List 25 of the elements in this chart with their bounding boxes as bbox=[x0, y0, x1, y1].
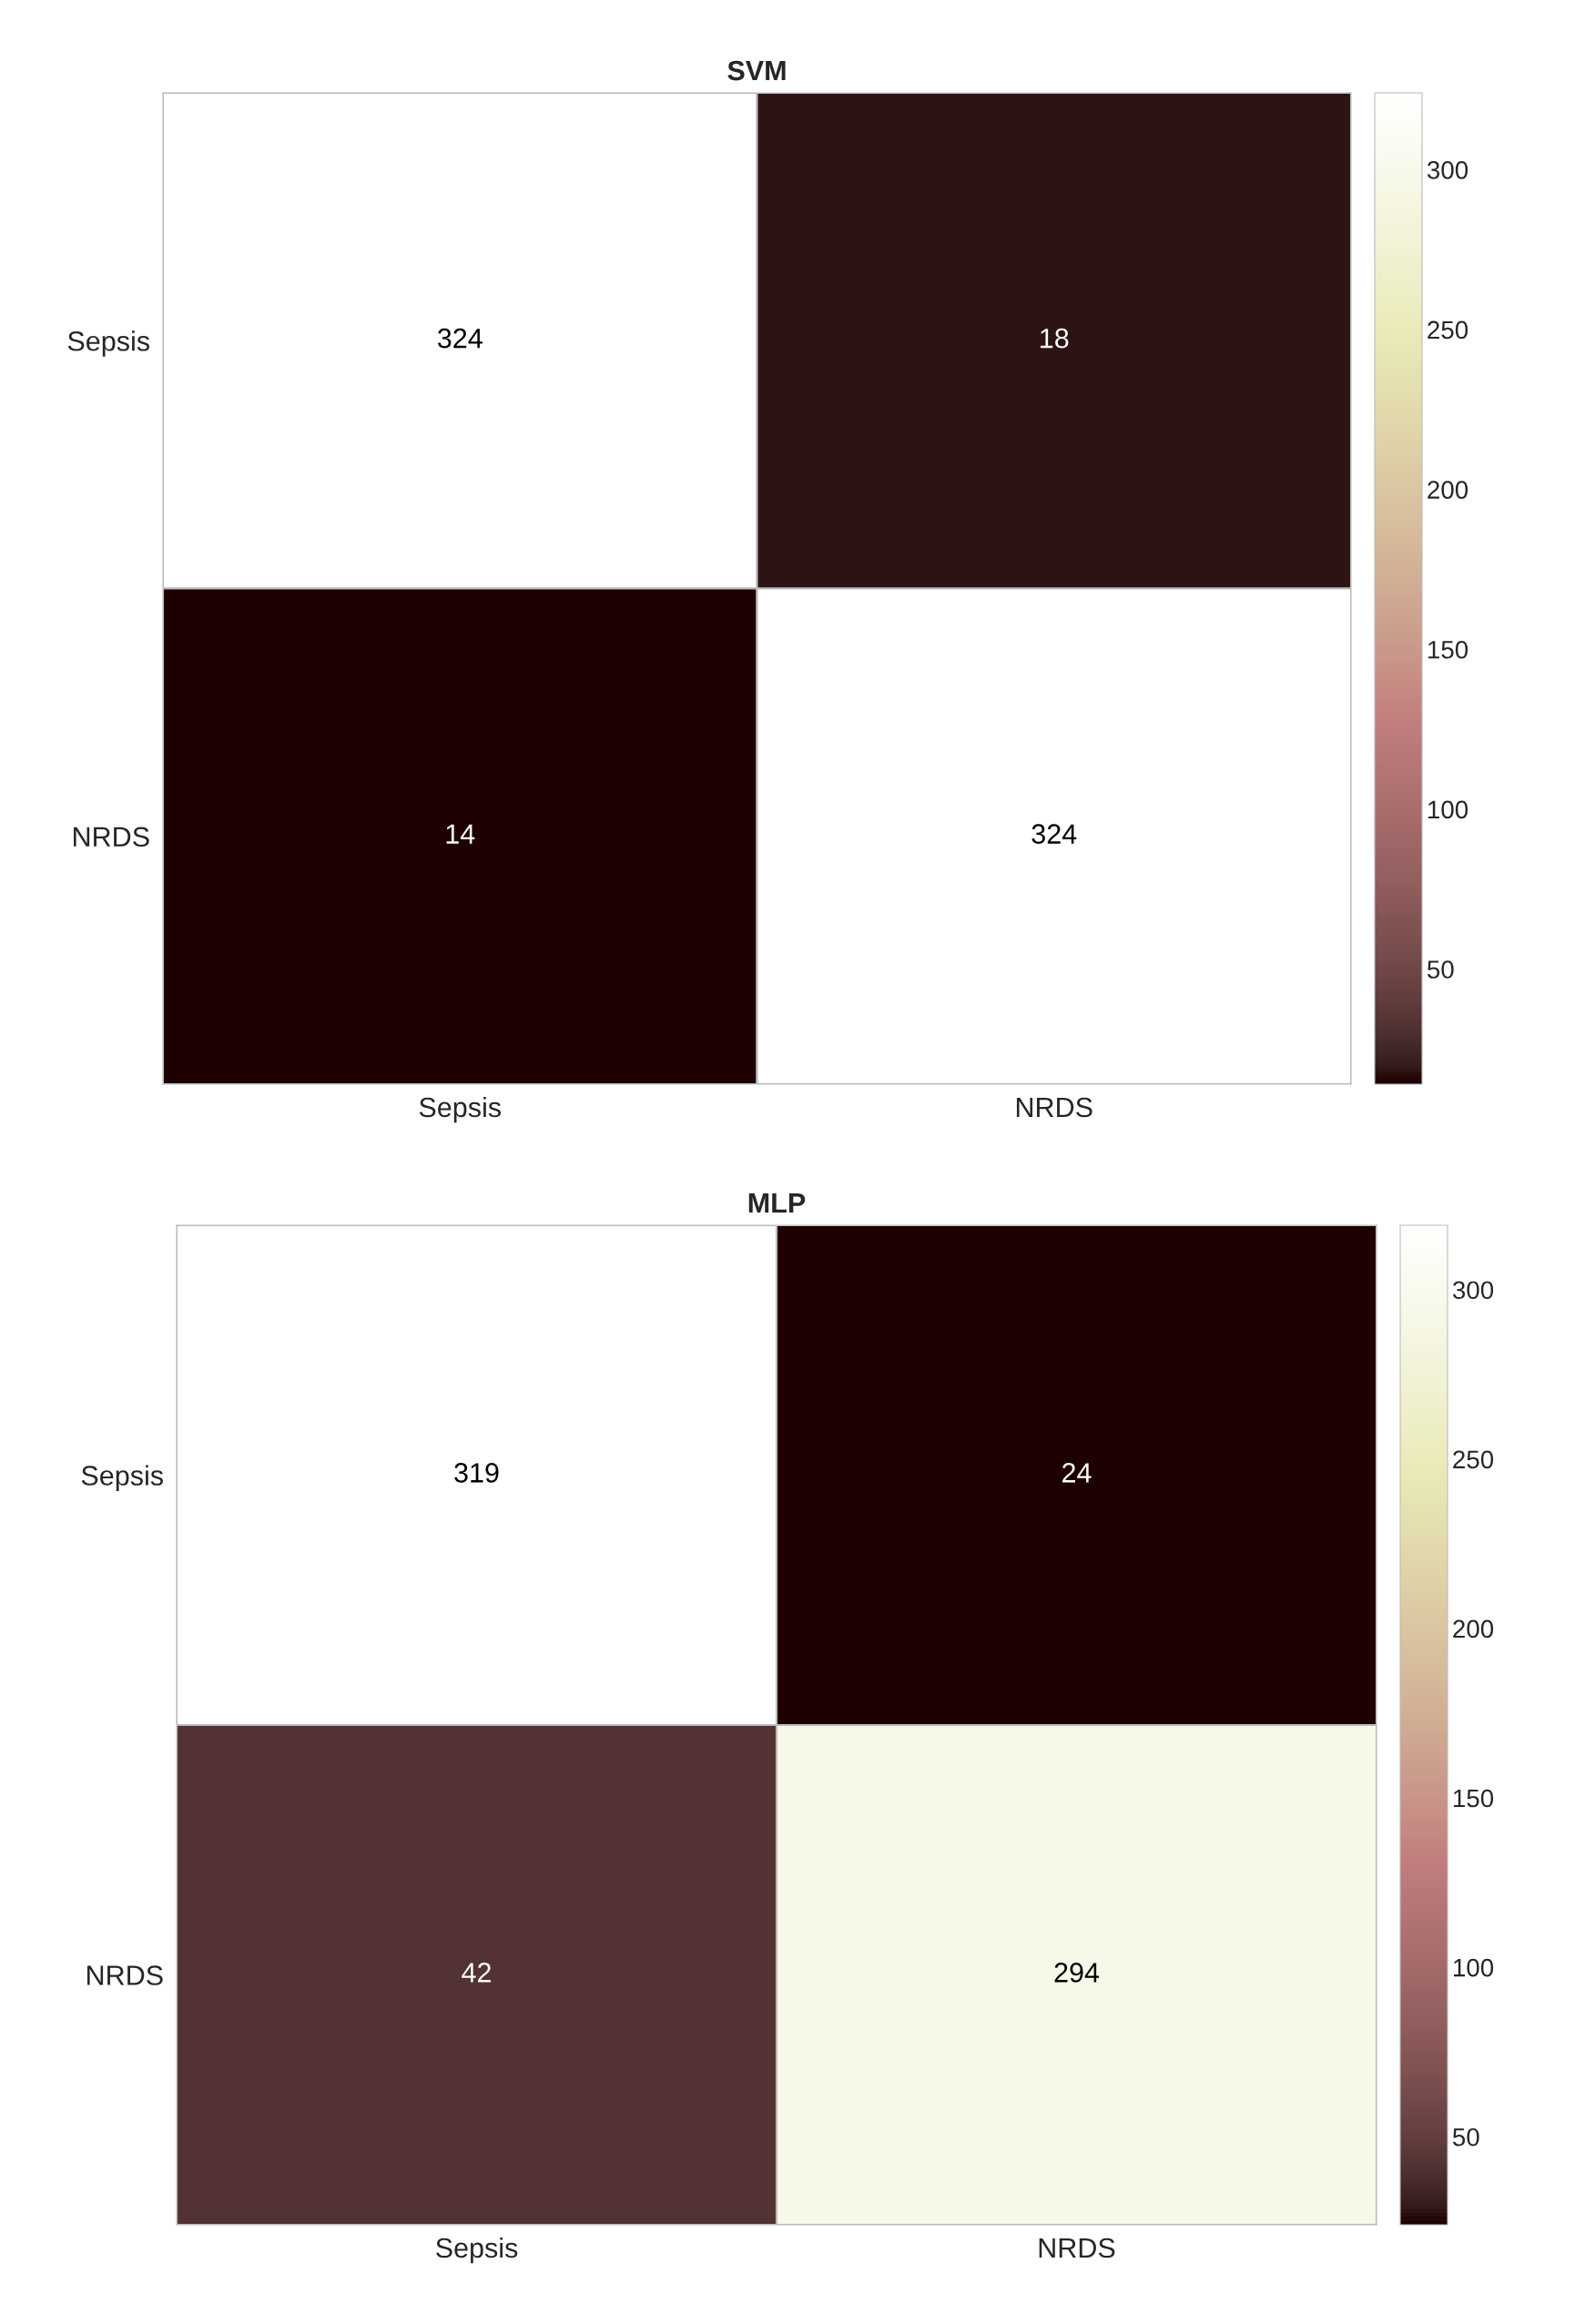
y-tick-label: Sepsis bbox=[67, 330, 150, 357]
data-label: 18 bbox=[1041, 328, 1069, 349]
color-bar-label: 250 bbox=[1453, 1450, 1494, 1469]
color-bar-label: 150 bbox=[1428, 640, 1468, 659]
color-bar-label: 200 bbox=[1453, 1619, 1494, 1639]
color-bar-label: 250 bbox=[1428, 320, 1468, 340]
data-label: 24 bbox=[1062, 1463, 1092, 1483]
color-bar-label: 150 bbox=[1453, 1789, 1494, 1808]
data-label: 324 bbox=[437, 328, 483, 349]
chart-title: MLP bbox=[748, 1193, 806, 1213]
data-label: 324 bbox=[1031, 824, 1077, 844]
data-label: 319 bbox=[454, 1463, 499, 1483]
data-label: 14 bbox=[446, 824, 475, 844]
chart-title: SVM bbox=[727, 60, 786, 81]
data-label: 294 bbox=[1054, 1963, 1100, 1983]
data-label: 42 bbox=[462, 1963, 491, 1983]
color-bar-label: 50 bbox=[1452, 2127, 1479, 2146]
color-bar-label: 50 bbox=[1427, 960, 1454, 979]
color-bar-label: 300 bbox=[1427, 160, 1468, 179]
color-bar-label: 200 bbox=[1428, 481, 1468, 499]
y-tick-label: NRDS bbox=[74, 827, 149, 847]
color-bar-label: 300 bbox=[1452, 1281, 1494, 1300]
color-bar-label: 100 bbox=[1453, 1958, 1494, 1977]
color-bar-label: 100 bbox=[1428, 800, 1468, 819]
y-tick-label: Sepsis bbox=[81, 1465, 164, 1491]
